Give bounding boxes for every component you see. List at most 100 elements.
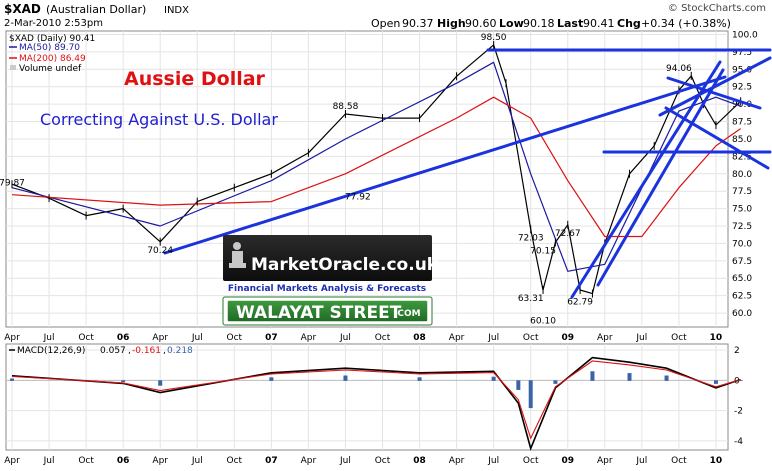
price-annotations: 79.87 70.24 77.92 88.58 98.50 72.03 70.15 72.67… bbox=[0, 33, 692, 326]
price-y-tick: 80.0 bbox=[732, 170, 752, 180]
marketoracle-logo: MarketOracle.co.uk Financial Markets Ana… bbox=[223, 235, 439, 294]
price-annotation: 79.87 bbox=[0, 179, 25, 189]
legend-price: $XAD (Daily) 90.41 bbox=[9, 34, 95, 44]
price-annotation: 70.15 bbox=[530, 246, 556, 256]
chart-header: $XAD (Australian Dollar) INDX 2-Mar-2010… bbox=[4, 2, 766, 30]
high-value: 90.60 bbox=[465, 17, 497, 30]
x-tick-bottom: 09 bbox=[561, 456, 574, 466]
macd-y-tick: -2 bbox=[734, 407, 743, 417]
x-tick-top: Jul bbox=[635, 333, 647, 343]
x-tick-top: Jul bbox=[487, 333, 499, 343]
price-annotation: 70.24 bbox=[147, 246, 173, 256]
walayat-logo-bg bbox=[226, 299, 429, 323]
price-annotation: 88.58 bbox=[333, 102, 359, 112]
open-label: Open bbox=[371, 17, 400, 30]
price-y-tick: 82.5 bbox=[732, 152, 752, 162]
price-y-tick: 100.0 bbox=[732, 30, 758, 40]
price-x-axis: Apr Jul Oct 06 Apr Jul Oct 07 Apr Jul Oct 08 Apr Jul O… bbox=[4, 333, 722, 343]
macd-series bbox=[10, 356, 743, 451]
x-tick-bottom: 08 bbox=[413, 456, 426, 466]
x-tick-bottom: Jul bbox=[43, 456, 55, 466]
trend-line-main-support bbox=[163, 75, 727, 255]
price-y-tick: 87.5 bbox=[732, 118, 752, 128]
open-value: 90.37 bbox=[402, 17, 434, 30]
macd-legend: MACD(12,26,9) 0.057 , -0.161 , 0.218 bbox=[9, 346, 193, 356]
x-tick-top: Apr bbox=[449, 333, 465, 343]
price-grid bbox=[6, 31, 728, 327]
macd-legend-label: MACD(12,26,9) bbox=[17, 346, 85, 356]
exchange: INDX bbox=[164, 5, 189, 16]
legend-ma200: MA(200) 86.49 bbox=[19, 54, 86, 64]
price-y-tick: 72.5 bbox=[732, 222, 752, 232]
macd-y-axis: 20-2-4 bbox=[734, 346, 743, 447]
price-y-tick: 92.5 bbox=[732, 83, 752, 93]
x-tick-bottom: Oct bbox=[227, 456, 243, 466]
x-tick-bottom: Jul bbox=[339, 456, 351, 466]
macd-line bbox=[11, 356, 741, 451]
x-tick-bottom: Jul bbox=[487, 456, 499, 466]
x-tick-bottom: Apr bbox=[4, 456, 20, 466]
stockcharts-credit: © StockCharts.com bbox=[668, 3, 766, 14]
x-tick-top: Apr bbox=[301, 333, 317, 343]
last-label: Last bbox=[557, 17, 583, 30]
x-tick-top: Oct bbox=[227, 333, 243, 343]
ma200-line bbox=[11, 96, 741, 238]
x-tick-bottom: Apr bbox=[449, 456, 465, 466]
x-tick-top: Jul bbox=[191, 333, 203, 343]
macd-histogram-bar bbox=[713, 380, 718, 384]
price-y-tick: 75.0 bbox=[732, 205, 752, 215]
x-tick-bottom: Apr bbox=[301, 456, 317, 466]
x-tick-top: Jul bbox=[339, 333, 351, 343]
chg-label: Chg bbox=[617, 17, 641, 30]
x-tick-bottom: Apr bbox=[152, 456, 168, 466]
low-label: Low bbox=[499, 17, 524, 30]
marketoracle-logo-bg bbox=[223, 235, 432, 281]
macd-legend-sep2: , bbox=[163, 346, 166, 356]
x-tick-top: Apr bbox=[4, 333, 20, 343]
macd-x-axis: Apr Jul Oct 06 Apr Jul Oct 07 Apr Jul Oct 08 Apr Jul O… bbox=[4, 456, 722, 466]
x-tick-bottom: Oct bbox=[375, 456, 391, 466]
price-annotation: 77.92 bbox=[345, 192, 371, 202]
price-annotation: 63.31 bbox=[518, 294, 544, 304]
walayat-tld: .COM bbox=[394, 309, 421, 319]
price-annotation: 94.06 bbox=[666, 64, 692, 74]
price-annotation: 60.10 bbox=[530, 316, 556, 326]
macd-histogram-bar bbox=[738, 379, 743, 381]
macd-histogram-bar bbox=[664, 375, 669, 381]
macd-y-tick: -4 bbox=[734, 437, 743, 447]
x-tick-top: Oct bbox=[375, 333, 391, 343]
macd-legend-sep1: , bbox=[128, 346, 131, 356]
marketoracle-name: MarketOracle.co.uk bbox=[251, 255, 439, 275]
trend-line-flag-upper bbox=[666, 76, 762, 110]
trend-line-flag-lower bbox=[664, 106, 770, 170]
chg-value: +0.34 (+0.38%) bbox=[641, 17, 731, 30]
x-tick-bottom: 07 bbox=[265, 456, 278, 466]
high-label: High bbox=[437, 17, 466, 30]
macd-histogram-bar bbox=[553, 380, 558, 384]
x-tick-bottom: Jul bbox=[635, 456, 647, 466]
x-tick-bottom: Oct bbox=[671, 456, 687, 466]
macd-histogram-bar bbox=[417, 377, 422, 381]
x-tick-top: Oct bbox=[523, 333, 539, 343]
x-tick-top: 10 bbox=[710, 333, 723, 343]
ma50-line bbox=[11, 61, 741, 272]
macd-histogram-bar bbox=[269, 377, 274, 381]
trend-line-channel-upper bbox=[658, 56, 772, 117]
x-tick-bottom: Oct bbox=[78, 456, 94, 466]
price-y-tick: 62.5 bbox=[732, 292, 752, 302]
x-tick-bottom: Oct bbox=[523, 456, 539, 466]
chart-date: 2-Mar-2010 2:53pm bbox=[4, 18, 103, 29]
x-tick-top: 06 bbox=[117, 333, 130, 343]
macd-histogram-bar bbox=[528, 380, 533, 409]
marketoracle-tagline: Financial Markets Analysis & Forecasts bbox=[228, 284, 426, 294]
x-tick-top: Apr bbox=[152, 333, 168, 343]
x-tick-top: Jul bbox=[43, 333, 55, 343]
legend-volume-swatch bbox=[10, 65, 16, 70]
price-annotation: 62.79 bbox=[567, 298, 593, 308]
x-tick-top: 09 bbox=[561, 333, 574, 343]
macd-histogram-bar bbox=[516, 380, 521, 390]
x-tick-bottom: 10 bbox=[710, 456, 723, 466]
chart-subtitle: Correcting Against U.S. Dollar bbox=[40, 110, 278, 129]
